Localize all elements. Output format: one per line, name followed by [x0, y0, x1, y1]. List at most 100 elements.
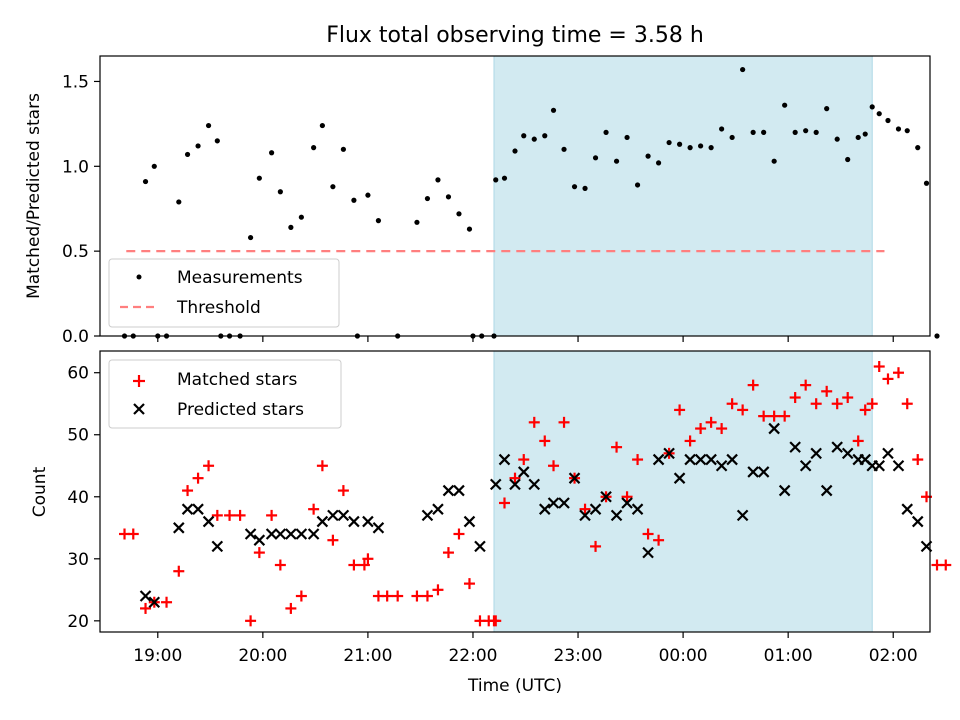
predicted-star-point — [192, 503, 204, 515]
bottom-axes-frame — [99, 350, 931, 633]
measurement-point — [729, 134, 735, 141]
matched-star-point — [716, 423, 728, 435]
measurement-point — [824, 106, 830, 112]
measurement-point — [184, 151, 191, 158]
matched-star-point — [548, 460, 560, 472]
predicted-star-point — [757, 466, 770, 478]
matched-star-point — [463, 578, 475, 590]
measurement-point — [655, 160, 662, 166]
matched-star-point — [308, 503, 320, 515]
measurement-point — [740, 66, 746, 73]
predicted-star-point — [274, 528, 287, 540]
measurement-point — [176, 199, 182, 205]
measurement-point — [298, 214, 304, 220]
matched-star-point — [800, 379, 812, 391]
measurement-point — [687, 145, 693, 151]
y-tick-label: 1.5 — [62, 72, 89, 92]
measurement-point — [923, 180, 930, 186]
measurement-point — [571, 184, 578, 190]
predicted-star-point — [589, 503, 602, 515]
measurement-point — [803, 128, 809, 134]
predicted-star-point — [295, 528, 308, 540]
measurement-point — [676, 141, 683, 147]
x-tick-label: 02:00 — [869, 646, 918, 666]
predicted-star-point — [173, 522, 185, 534]
matched-star-point — [253, 547, 265, 559]
predicted-star-point — [421, 509, 434, 522]
predicted-star-point — [568, 472, 581, 484]
predicted-star-point — [901, 503, 914, 515]
measurement-point — [269, 150, 275, 156]
legend-label-threshold: Threshold — [176, 298, 261, 318]
matched-star-point — [411, 590, 423, 602]
predicted-star-point — [307, 528, 320, 540]
matched-star-point — [866, 398, 878, 410]
observing-window — [493, 350, 873, 633]
measurement-point — [435, 177, 441, 183]
bottom-panel: 19:00 20:00 21:00 22:00 23:00 00:00 01:00 02:00… — [30, 350, 952, 696]
measurement-point — [708, 145, 714, 151]
matched-star-point — [362, 553, 374, 565]
y-tick-label: 40 — [67, 488, 89, 508]
observing-window — [493, 55, 873, 337]
measurement-point — [288, 224, 294, 230]
measurement-point — [456, 211, 462, 217]
matched-star-point — [245, 615, 257, 627]
x-tick-label: 01:00 — [764, 646, 813, 666]
matched-star-point — [940, 559, 952, 571]
measurement-point — [666, 139, 672, 146]
matched-star-point — [737, 404, 749, 416]
measurement-point — [645, 153, 651, 159]
measurement-point — [771, 158, 777, 164]
measurement-point — [915, 145, 921, 151]
y-tick-label: 60 — [67, 364, 89, 384]
measurement-point — [277, 189, 283, 195]
matched-star-point — [490, 615, 502, 627]
matched-star-point — [295, 590, 307, 602]
measurement-point — [934, 333, 940, 339]
matched-star-point — [348, 559, 360, 571]
predicted-star-point — [892, 459, 905, 472]
predicted-star-point — [489, 478, 502, 491]
bottom-y-ticks: 20 30 40 50 60 — [67, 364, 100, 632]
measurement-point — [561, 146, 567, 152]
matched-star-point — [358, 559, 370, 571]
measurement-point — [256, 175, 262, 181]
x-tick-label: 23:00 — [554, 646, 603, 666]
top-x-ticks — [157, 336, 894, 342]
matched-star-point — [509, 472, 521, 484]
predicted-star-point — [244, 528, 257, 540]
y-tick-label: 1.0 — [62, 157, 89, 177]
measurement-point — [445, 194, 452, 200]
matched-star-point — [579, 503, 591, 515]
matched-star-point — [632, 454, 644, 466]
matched-star-point — [705, 416, 717, 428]
measurement-point — [414, 219, 420, 225]
matched-star-point — [611, 441, 623, 453]
predicted-star-point — [911, 515, 924, 528]
predicted-star-point — [621, 497, 633, 509]
predicted-star-point — [432, 503, 444, 515]
x-axis-label: Time (UTC) — [467, 676, 562, 696]
measurement-point — [493, 177, 499, 183]
bottom-y-axis-label: Count — [30, 466, 50, 517]
matched-star-point — [453, 528, 465, 540]
predicted-star-point — [579, 509, 591, 522]
measurement-point — [542, 133, 548, 139]
predicted-star-point — [362, 515, 374, 528]
matched-star-point — [316, 460, 328, 472]
predicted-star-point — [684, 453, 696, 466]
measurement-point — [624, 134, 630, 141]
measurement-point — [876, 111, 882, 117]
matched-star-point — [224, 509, 236, 521]
predicted-star-point — [831, 441, 843, 453]
legend-marker-measurements — [136, 274, 142, 280]
x-tick-label: 20:00 — [238, 646, 287, 666]
measurement-point — [869, 104, 875, 110]
measurement-point — [813, 129, 819, 135]
matched-star-point — [161, 596, 173, 608]
measurement-point — [340, 146, 346, 152]
bottom-x-ticks: 19:00 20:00 21:00 22:00 23:00 00:00 01:00 02:00 — [133, 632, 918, 666]
top-shaded-region — [493, 55, 873, 337]
